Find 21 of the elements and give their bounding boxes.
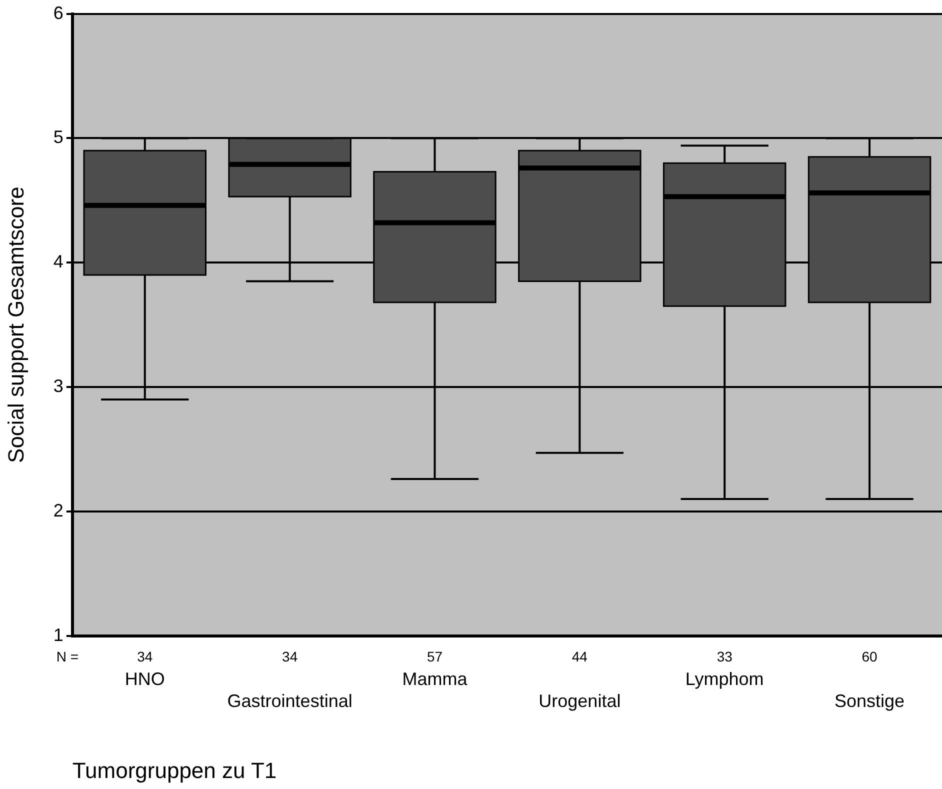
x-tick-label: Lymphom: [685, 669, 764, 690]
x-tick-label: HNO: [124, 669, 165, 690]
x-tick-label: Mamma: [402, 669, 468, 690]
text: 34: [137, 648, 153, 665]
text: 60: [862, 648, 878, 665]
x-tick-label: Urogenital: [538, 690, 621, 711]
text: 44: [572, 648, 588, 665]
y-tick-label: 5: [53, 127, 64, 148]
y-tick-label: 1: [53, 624, 64, 645]
y-tick-label: 6: [53, 2, 64, 23]
text: N =: [56, 648, 79, 665]
y-tick-label: 3: [53, 376, 64, 396]
y-tick-label: 4: [53, 252, 64, 272]
x-tick-label: Gastrointestinal: [227, 690, 352, 711]
text: 57: [426, 648, 443, 665]
y-axis-title: Social support Gesamtscore: [3, 186, 28, 463]
x-axis-title: Tumorgruppen zu T1: [72, 758, 277, 783]
text: 33: [716, 648, 733, 665]
text: 34: [282, 648, 298, 665]
x-tick-label: Sonstige: [834, 690, 905, 711]
y-tick-label: 2: [53, 500, 64, 520]
